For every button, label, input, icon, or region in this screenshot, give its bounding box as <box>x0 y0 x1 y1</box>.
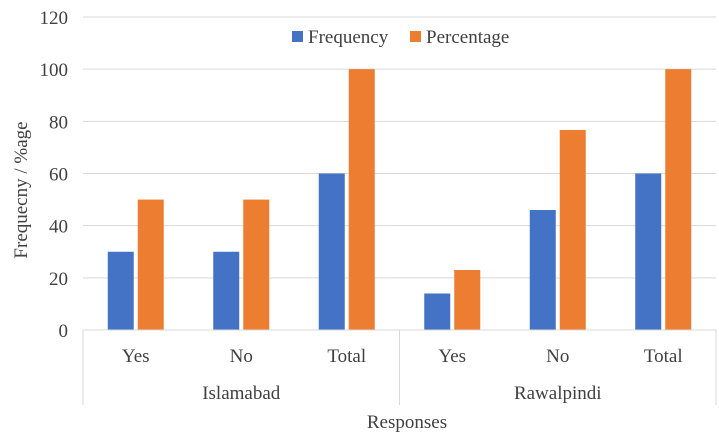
legend-label-frequency: Frequency <box>308 27 389 48</box>
bar-percentage-yes <box>454 270 481 330</box>
x-tick-label: Total <box>644 346 683 367</box>
y-tick-label: 40 <box>49 217 68 238</box>
x-tick-label: Total <box>327 346 366 367</box>
legend-swatch-frequency <box>292 31 303 42</box>
bar-frequency-yes <box>424 293 451 330</box>
gridlines <box>83 16 716 279</box>
bar-percentage-total <box>348 69 375 331</box>
y-tick-label: 0 <box>59 321 69 342</box>
bars <box>107 69 692 331</box>
y-tick-label: 20 <box>49 269 68 290</box>
group-label: Islamabad <box>202 383 281 404</box>
bar-percentage-no <box>559 129 586 330</box>
y-axis-title: Frequecny / %age <box>11 121 32 258</box>
x-tick-label: No <box>230 346 253 367</box>
y-tick-label: 80 <box>49 112 68 133</box>
bar-percentage-yes <box>137 199 164 330</box>
legend-label-percentage: Percentage <box>426 27 509 48</box>
bar-frequency-total <box>318 173 345 330</box>
x-tick-label: Yes <box>122 346 150 367</box>
bar-frequency-yes <box>107 251 134 330</box>
x-axis-title: Responses <box>367 412 447 432</box>
y-tick-label: 120 <box>40 8 69 29</box>
y-tick-label: 100 <box>40 60 69 81</box>
bar-frequency-no <box>529 210 556 330</box>
legend-swatch-percentage <box>410 31 421 42</box>
x-tick-label: No <box>546 346 569 367</box>
bar-frequency-total <box>635 173 662 330</box>
legend: Frequency Percentage <box>292 27 509 48</box>
x-axis: Yes No Total Yes No Total Islamabad Rawalpindi <box>82 329 717 405</box>
x-tick-label: Yes <box>438 346 466 367</box>
bar-percentage-no <box>243 199 270 330</box>
bar-frequency-no <box>213 251 240 330</box>
y-axis-ticks: 0 20 40 60 80 100 120 <box>40 8 69 342</box>
group-label: Rawalpindi <box>514 383 602 404</box>
y-tick-label: 60 <box>49 165 68 186</box>
bar-percentage-total <box>665 69 692 331</box>
